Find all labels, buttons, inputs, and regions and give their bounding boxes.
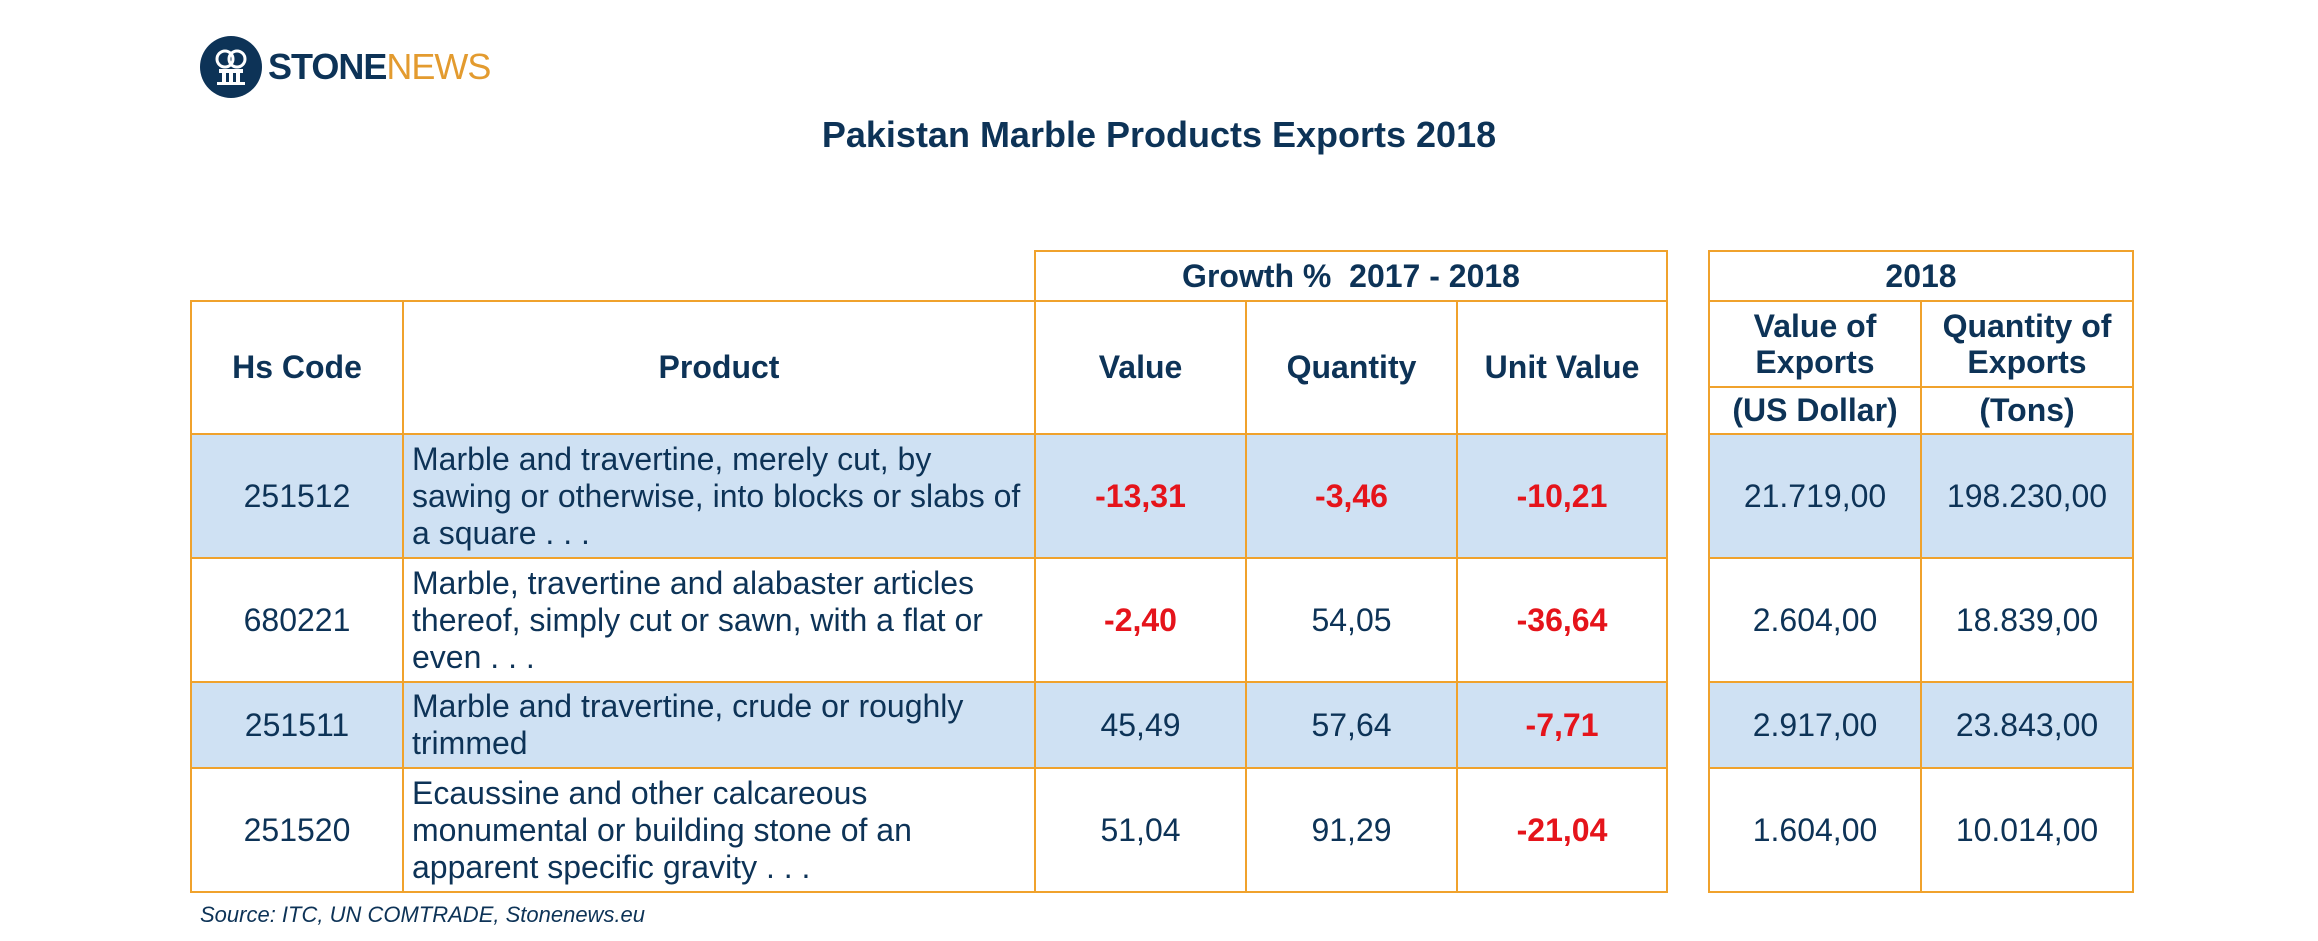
table-row: 2.917,00 23.843,00: [1708, 681, 2134, 769]
value-growth-cell: 51,04: [1034, 767, 1247, 893]
value-growth-cell: -13,31: [1034, 433, 1247, 559]
table-row: 680221 Marble, travertine and alabaster a…: [190, 557, 1669, 683]
exports-header-row: Value of Exports Quantity of Exports: [1708, 300, 2134, 388]
unit-value-growth-cell: -36,64: [1455, 557, 1669, 683]
quantity-growth-cell: 91,29: [1245, 767, 1458, 893]
logo-text-stone: STONE: [268, 46, 387, 87]
chart-title: Pakistan Marble Products Exports 2018: [821, 114, 1497, 155]
logo-wordmark: STONENEWS: [268, 46, 491, 87]
stonenews-logo: STONENEWS: [200, 35, 491, 99]
export-value-cell: 1.604,00: [1708, 767, 1922, 893]
exports-unit-row: (US Dollar) (Tons): [1708, 386, 2134, 435]
table-row: 21.719,00 198.230,00: [1708, 433, 2134, 559]
header-export-value: Value of Exports: [1708, 300, 1922, 388]
table-row: 251512 Marble and travertine, merely cut,…: [190, 433, 1669, 559]
column-header-row: Hs Code Product Value Quantity Unit Valu…: [190, 300, 1669, 435]
table-row: 1.604,00 10.014,00: [1708, 767, 2134, 893]
export-quantity-cell: 23.843,00: [1920, 681, 2134, 769]
header-export-value-unit: (US Dollar): [1708, 386, 1922, 435]
value-growth-cell: -2,40: [1034, 557, 1247, 683]
hs-code-cell: 680221: [190, 557, 404, 683]
export-value-cell: 2.917,00: [1708, 681, 1922, 769]
group-header-row: Growth % 2017 - 2018: [191, 250, 1669, 302]
unit-value-growth-cell: -10,21: [1455, 433, 1669, 559]
side-rows: 21.719,00 198.230,00 2.604,00 18.839,00 2.91…: [1708, 433, 2134, 893]
value-growth-cell: 45,49: [1034, 681, 1247, 769]
source-note: Source: ITC, UN COMTRADE, Stonenews.eu: [200, 902, 646, 927]
logo-text-news: NEWS: [386, 46, 491, 87]
hs-code-cell: 251520: [190, 767, 404, 893]
header-quantity: Quantity: [1245, 300, 1458, 435]
export-quantity-cell: 18.839,00: [1920, 557, 2134, 683]
product-cell: Ecaussine and other calcareous monumenta…: [402, 767, 1036, 893]
main-rows: 251512 Marble and travertine, merely cut,…: [190, 433, 1669, 893]
product-cell: Marble, travertine and alabaster article…: [402, 557, 1036, 683]
year-group-header: 2018: [1708, 250, 2134, 302]
header-hs-code: Hs Code: [190, 300, 404, 435]
exports-table: 2018 Value of Exports Quantity of Export…: [1708, 250, 2134, 893]
blank-cell: [191, 251, 1035, 301]
quantity-growth-cell: 54,05: [1245, 557, 1458, 683]
product-cell: Marble and travertine, crude or roughly …: [402, 681, 1036, 769]
header-unit-value: Unit Value: [1455, 300, 1669, 435]
stonenews-logo-icon: [200, 36, 262, 98]
header-export-quantity: Quantity of Exports: [1920, 300, 2134, 388]
export-value-cell: 2.604,00: [1708, 557, 1922, 683]
year-header-row: 2018: [1708, 250, 2134, 302]
product-cell: Marble and travertine, merely cut, by sa…: [402, 433, 1036, 559]
unit-value-growth-cell: -21,04: [1455, 767, 1669, 893]
header-export-quantity-unit: (Tons): [1920, 386, 2134, 435]
hs-code-cell: 251511: [190, 681, 404, 769]
unit-value-growth-cell: -7,71: [1455, 681, 1669, 769]
quantity-growth-cell: 57,64: [1245, 681, 1458, 769]
table-row: 251520 Ecaussine and other calcareous mon…: [190, 767, 1669, 893]
hs-code-cell: 251512: [190, 433, 404, 559]
header-value: Value: [1034, 300, 1247, 435]
header-product: Product: [402, 300, 1036, 435]
growth-table: Growth % 2017 - 2018 Hs Code Product Val…: [190, 250, 1669, 893]
export-quantity-cell: 198.230,00: [1920, 433, 2134, 559]
export-value-cell: 21.719,00: [1708, 433, 1922, 559]
growth-group-header: Growth % 2017 - 2018: [1033, 250, 1669, 302]
quantity-growth-cell: -3,46: [1245, 433, 1458, 559]
export-quantity-cell: 10.014,00: [1920, 767, 2134, 893]
table-row: 251511 Marble and travertine, crude or ro…: [190, 681, 1669, 769]
table-row: 2.604,00 18.839,00: [1708, 557, 2134, 683]
